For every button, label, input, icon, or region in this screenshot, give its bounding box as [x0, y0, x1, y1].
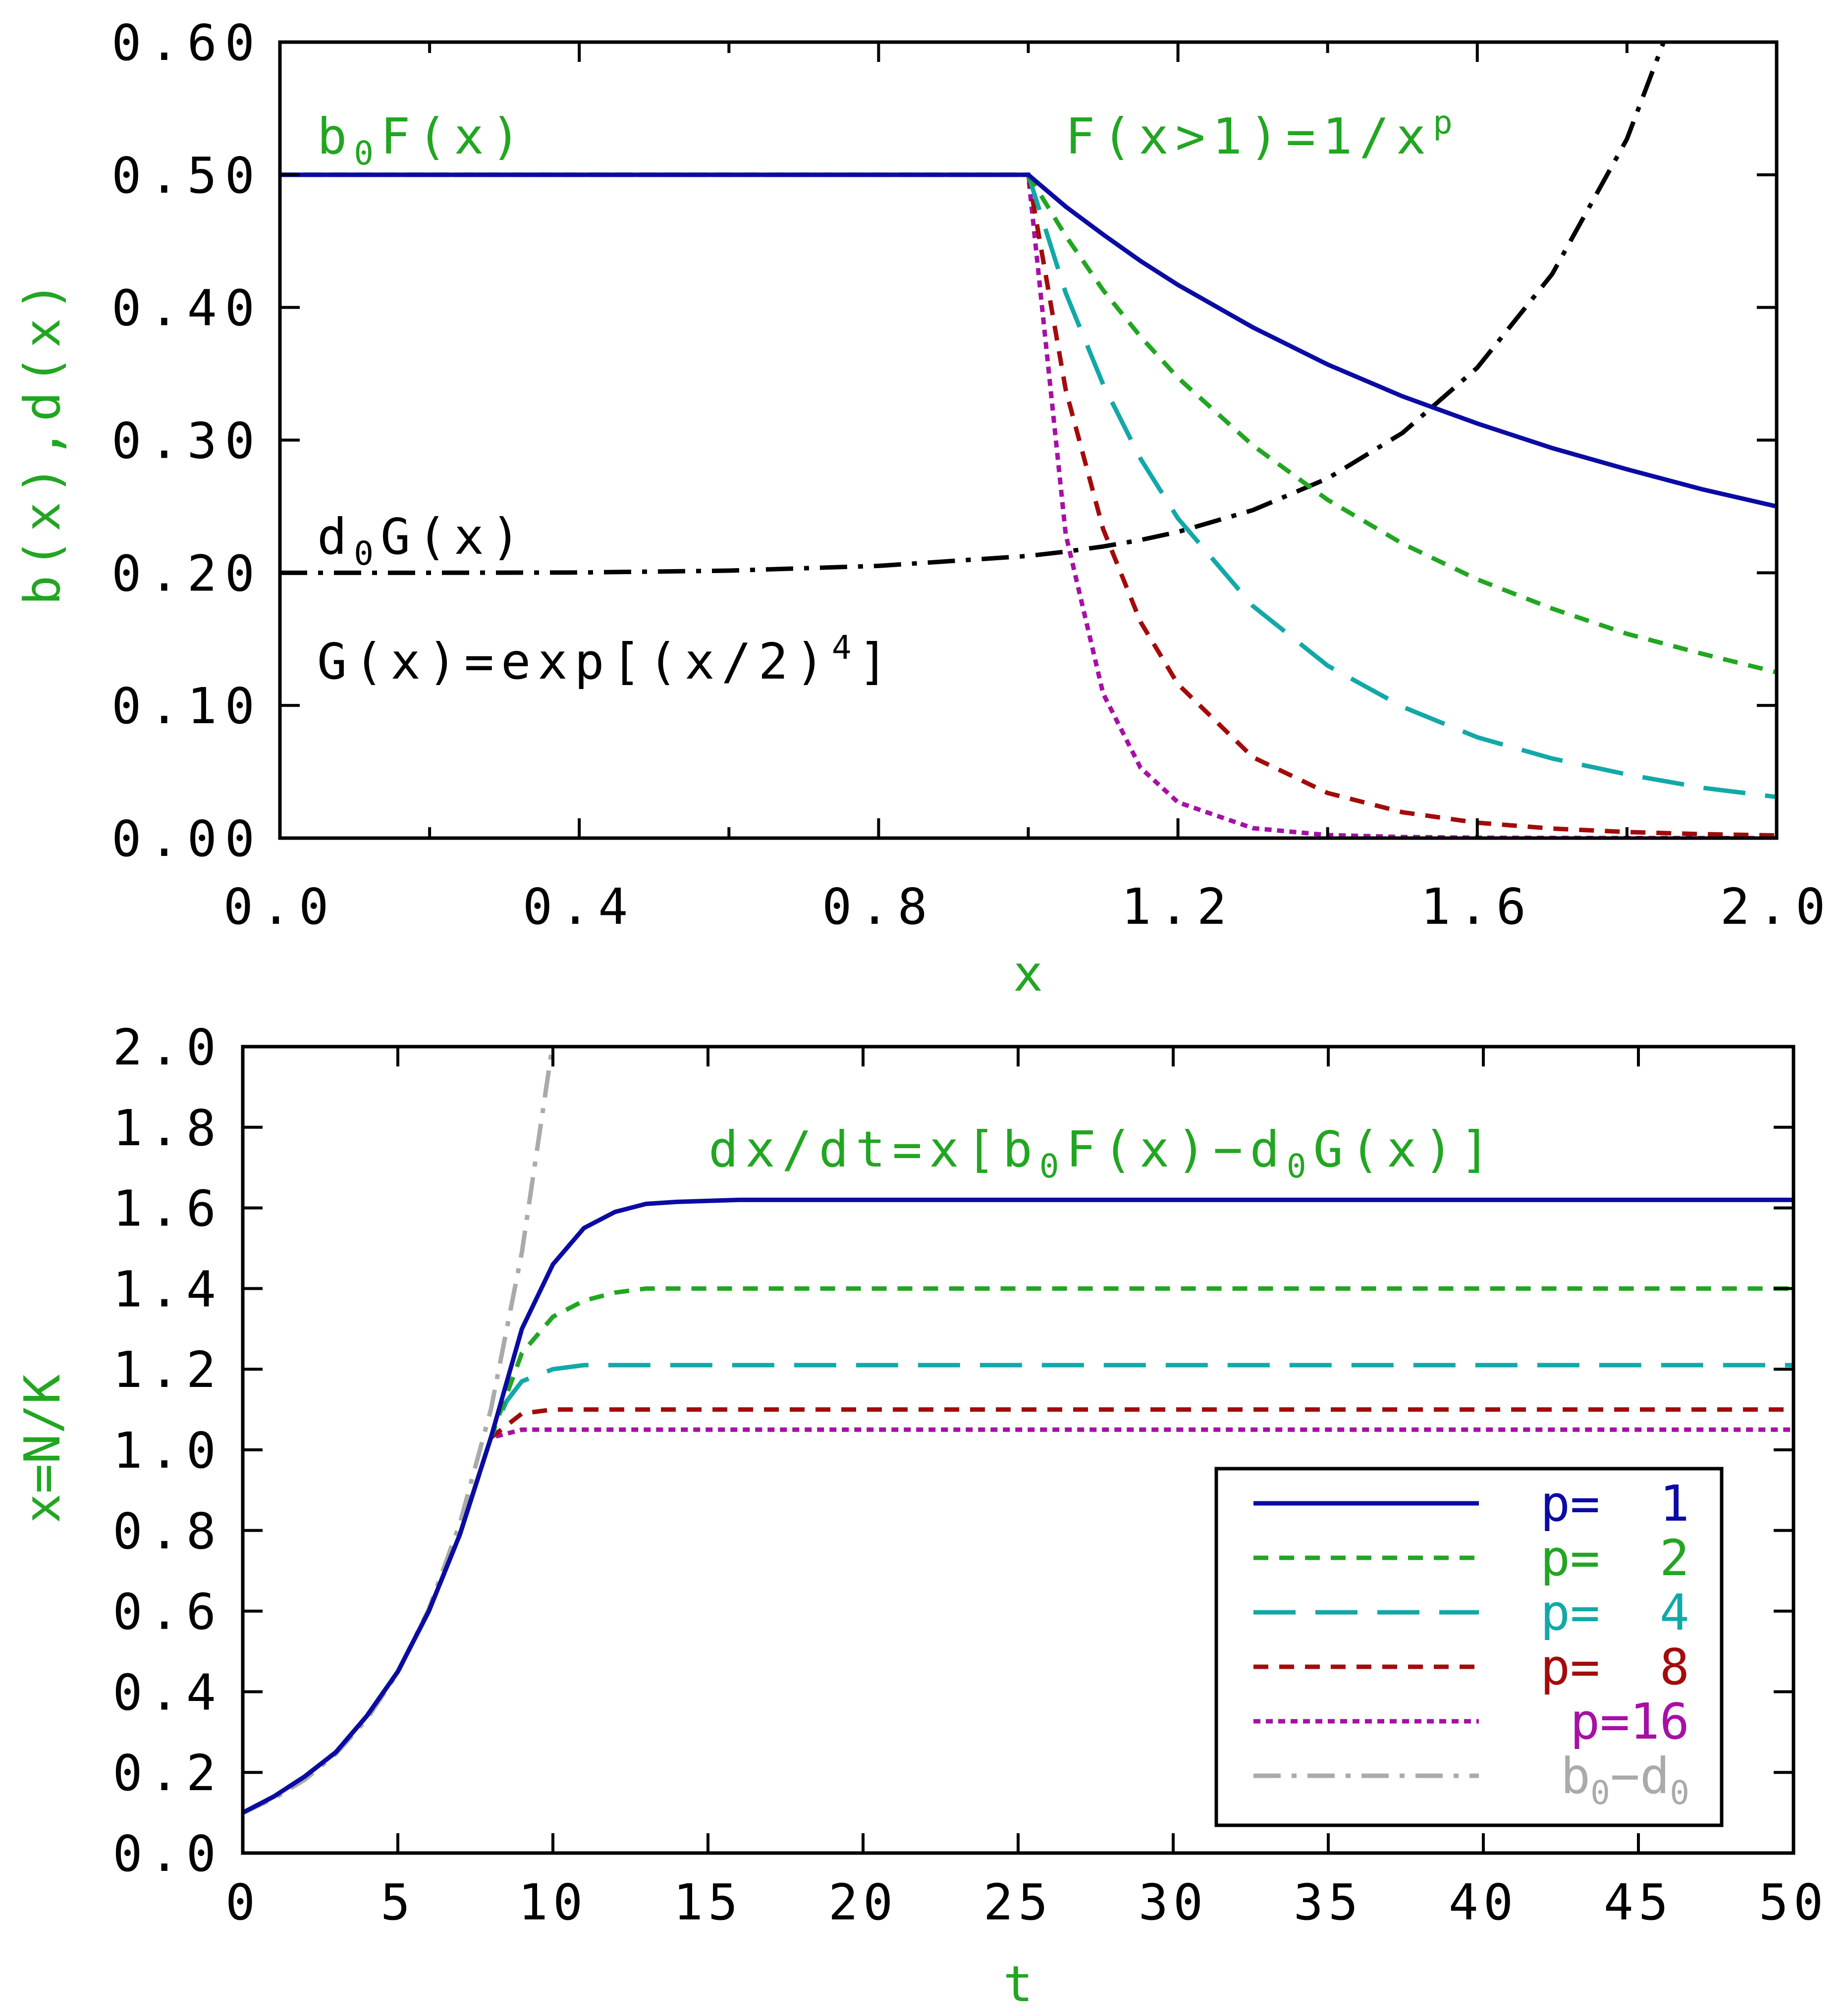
legend-label: p= 1 — [1540, 1475, 1689, 1533]
top-y-tick-label: 0.50 — [111, 147, 263, 205]
legend-label: p= 8 — [1540, 1638, 1689, 1696]
bottom-x-axis-label: t — [1003, 1955, 1033, 2013]
series-bF-p2-line — [280, 172, 1777, 675]
top-tick-labels: 0.0 0.4 0.8 1.2 1.6 2.0 0.00 0.10 0.20 0.30 0.40 0.… — [111, 14, 1834, 936]
bottom-ticks-group — [241, 1045, 1795, 1855]
series-p4-line — [243, 1363, 1793, 1815]
bottom-y-tick-label: 1.8 — [112, 1099, 223, 1157]
bottom-x-tick-label: 45 — [1604, 1873, 1673, 1931]
series-p1-line — [243, 1197, 1793, 1815]
series-bF-p1-line — [280, 172, 1777, 509]
top-y-tick-label: 0.20 — [111, 544, 263, 602]
annotation-F-definition: F(x>1)=1/xp — [1065, 104, 1460, 165]
series-p2-line — [243, 1286, 1793, 1815]
bottom-y-tick-label: 0.6 — [112, 1583, 223, 1641]
top-x-tick-label: 1.2 — [1121, 878, 1235, 936]
bottom-y-tick-label: 0.4 — [112, 1663, 223, 1721]
bottom-y-tick-label: 0.0 — [112, 1825, 223, 1883]
top-x-tick-label: 0.4 — [523, 878, 636, 936]
bottom-x-tick-label: 0 — [225, 1873, 260, 1931]
bottom-y-tick-label: 1.4 — [112, 1260, 223, 1318]
legend-label: p= 2 — [1540, 1529, 1689, 1587]
top-y-axis-label: b(x),d(x) — [13, 274, 71, 605]
top-x-axis-label: x — [1013, 945, 1043, 1003]
bottom-y-tick-label: 0.8 — [112, 1502, 223, 1560]
top-x-tick-label: 2.0 — [1720, 878, 1834, 936]
annotation-bF: b0F(x) — [317, 107, 528, 172]
top-y-tick-label: 0.60 — [111, 14, 263, 72]
annotation-G-definition: G(x)=exp[(x/2)4] — [317, 629, 895, 690]
top-x-tick-label: 1.6 — [1420, 878, 1534, 936]
legend-label: p=16 — [1570, 1693, 1689, 1751]
annotation-dG: d0G(x) — [317, 508, 528, 573]
bottom-x-tick-label: 15 — [673, 1873, 743, 1931]
bottom-x-tick-label: 35 — [1294, 1873, 1363, 1931]
equation-annotation: dx/dt=x[b0F(x)−d0G(x)] — [708, 1120, 1497, 1185]
bottom-y-tick-label: 2.0 — [112, 1018, 223, 1076]
top-y-tick-label: 0.40 — [111, 279, 263, 337]
bottom-y-axis-label: x=N/K — [13, 1374, 71, 1523]
top-x-tick-label: 0.0 — [223, 878, 337, 936]
bottom-x-tick-label: 50 — [1759, 1873, 1828, 1931]
series-exp-line — [243, 1047, 555, 1815]
bottom-series-group — [243, 1047, 1793, 1815]
top-x-tick-label: 0.8 — [822, 878, 935, 936]
top-chart: 0.0 0.4 0.8 1.2 1.6 2.0 0.00 0.10 0.20 0.30 0.40 0.… — [13, 14, 1834, 1003]
bottom-x-tick-label: 30 — [1139, 1873, 1208, 1931]
top-y-tick-label: 0.10 — [111, 677, 263, 735]
bottom-y-tick-label: 1.2 — [112, 1341, 223, 1399]
bottom-x-tick-label: 5 — [380, 1873, 415, 1931]
legend-box — [1214, 1467, 1724, 1827]
bottom-y-tick-label: 1.6 — [112, 1180, 223, 1238]
series-bF-p4-line — [280, 172, 1777, 799]
bottom-tick-labels: 0 5 10 15 20 25 30 35 40 45 50 0.0 0.2 0.4 0.6 0.8 1.0 1.… — [112, 1018, 1828, 1931]
bottom-x-tick-label: 20 — [828, 1873, 898, 1931]
legend-label: b0−d0 — [1561, 1747, 1689, 1812]
bottom-x-tick-label: 10 — [518, 1873, 588, 1931]
legend-label: p= 4 — [1540, 1584, 1689, 1642]
top-y-tick-label: 0.30 — [111, 412, 263, 470]
top-y-tick-label: 0.00 — [111, 810, 263, 868]
bottom-x-tick-label: 25 — [983, 1873, 1053, 1931]
bottom-y-tick-label: 1.0 — [112, 1422, 223, 1480]
bottom-chart: 0 5 10 15 20 25 30 35 40 45 50 0.0 0.2 0.4 0.6 0.8 1.0 1.… — [13, 1018, 1828, 2013]
bottom-y-tick-label: 0.2 — [112, 1744, 223, 1802]
top-ticks-group — [278, 41, 1778, 840]
bottom-x-tick-label: 40 — [1449, 1873, 1518, 1931]
series-d0G-line — [280, 42, 1666, 575]
